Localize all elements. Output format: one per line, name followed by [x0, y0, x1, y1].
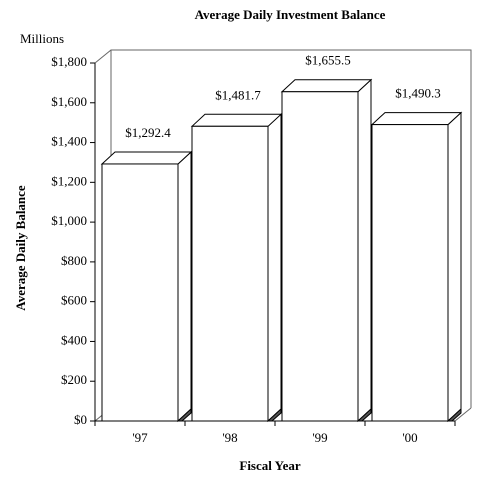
bar-shadow: [356, 407, 372, 422]
bar-shadow: [176, 407, 192, 422]
bar: [101, 163, 179, 422]
x-axis-label: Fiscal Year: [239, 458, 300, 473]
value-label: $1,481.7: [215, 87, 261, 102]
bar-top: [370, 112, 463, 126]
chart-title: Average Daily Investment Balance: [195, 7, 386, 22]
bar: [191, 125, 269, 422]
y-tick-label: $1,400: [51, 134, 87, 149]
bar-side: [267, 113, 282, 423]
y-tick-label: $400: [61, 332, 87, 347]
wall-edge: [94, 49, 112, 64]
value-label: $1,655.5: [305, 53, 351, 68]
x-tick-label: '99: [312, 430, 327, 445]
bar-side: [357, 78, 372, 423]
y-tick-label: $1,800: [51, 54, 87, 69]
bar-side: [447, 111, 462, 423]
bar: [281, 91, 359, 422]
bar-top: [190, 113, 283, 127]
y-tick-label: $1,200: [51, 173, 87, 188]
value-label: $1,490.3: [395, 86, 441, 101]
unit-label: Millions: [20, 31, 64, 46]
bar-shadow: [446, 407, 462, 422]
bar-shadow: [266, 407, 282, 422]
x-tick-label: '97: [132, 430, 148, 445]
bar-top: [280, 79, 373, 93]
bar: [371, 124, 449, 422]
y-tick-label: $600: [61, 293, 87, 308]
bar-side: [177, 150, 192, 423]
y-tick-label: $800: [61, 253, 87, 268]
y-tick-label: $1,000: [51, 213, 87, 228]
y-tick-label: $200: [61, 372, 87, 387]
y-tick-label: $0: [74, 412, 87, 427]
y-tick-label: $1,600: [51, 94, 87, 109]
value-label: $1,292.4: [125, 125, 171, 140]
x-tick-label: '00: [402, 430, 417, 445]
y-axis-label: Average Daily Balance: [13, 185, 28, 311]
bar-top: [100, 151, 193, 165]
x-tick-label: '98: [222, 430, 237, 445]
